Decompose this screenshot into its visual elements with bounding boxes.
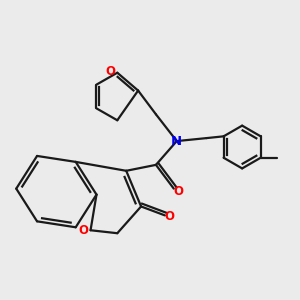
Text: N: N: [171, 135, 182, 148]
Text: O: O: [78, 224, 88, 237]
Text: O: O: [164, 210, 174, 224]
Text: O: O: [106, 65, 116, 78]
Text: O: O: [173, 184, 183, 197]
